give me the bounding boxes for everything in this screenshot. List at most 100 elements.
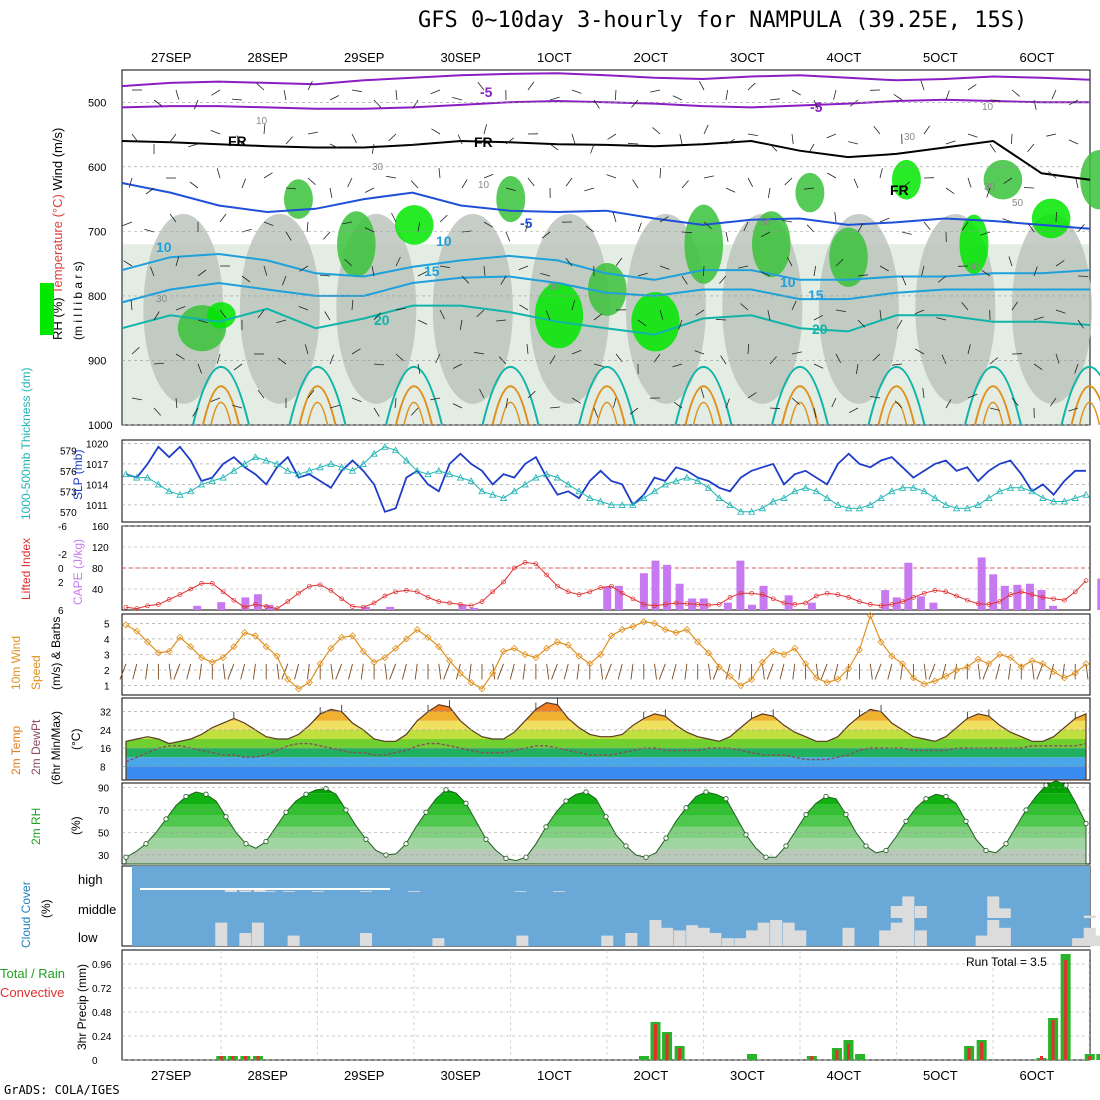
wind-barb bbox=[613, 397, 617, 408]
wind-barb bbox=[431, 128, 441, 135]
precip-conv-bar bbox=[665, 1034, 669, 1060]
rh-marker bbox=[123, 854, 129, 860]
thickness-marker bbox=[974, 501, 982, 508]
wind10-marker bbox=[597, 650, 605, 659]
thickness-marker bbox=[262, 456, 270, 464]
wind-barb bbox=[967, 84, 977, 91]
wind10-marker bbox=[295, 685, 303, 693]
rh-contour-label: 50 bbox=[760, 217, 772, 228]
wind-barb bbox=[769, 407, 781, 410]
cloud-bar-low bbox=[746, 930, 758, 946]
wind-barb bbox=[257, 309, 265, 319]
x-tick-label-top: 27SEP bbox=[151, 50, 191, 65]
lifted-marker bbox=[468, 603, 474, 609]
rh-marker bbox=[363, 836, 369, 842]
lifted-marker bbox=[156, 602, 161, 607]
cape-bar bbox=[1097, 578, 1100, 610]
wind-barb bbox=[565, 257, 573, 267]
cloud-bar-low bbox=[1095, 935, 1100, 946]
precip-conv-bar bbox=[256, 1056, 260, 1060]
cloud-bar-high bbox=[311, 891, 324, 892]
wind-barb bbox=[1069, 99, 1079, 106]
lifted-marker bbox=[242, 604, 248, 610]
cloud-bar-low bbox=[251, 922, 264, 946]
lifted-marker bbox=[339, 596, 345, 602]
thickness-marker bbox=[338, 463, 346, 471]
wind-barb bbox=[827, 172, 837, 179]
cloud-bar-low bbox=[360, 933, 372, 946]
lifted-marker bbox=[220, 589, 226, 595]
cloud-bar-low bbox=[794, 930, 807, 946]
precip-conv-bar bbox=[847, 1044, 850, 1060]
rh-cell bbox=[891, 159, 921, 200]
isotherm-label: -5 bbox=[480, 84, 493, 100]
thickness-marker bbox=[208, 477, 216, 484]
wind-barb bbox=[1077, 319, 1084, 329]
cloud-high-line bbox=[140, 888, 290, 890]
lifted-marker bbox=[371, 600, 377, 606]
rh-marker bbox=[143, 841, 149, 847]
isotherm-label: FR bbox=[228, 133, 247, 149]
wind-barb bbox=[526, 344, 529, 355]
y-tick-label-rh: 50 bbox=[98, 829, 110, 840]
lifted-marker bbox=[576, 592, 582, 597]
rh-contour-label: 10 bbox=[478, 180, 490, 191]
ylabel-wind-2: Speed bbox=[29, 655, 43, 690]
lifted-marker bbox=[738, 590, 744, 596]
wind10-marker bbox=[543, 644, 551, 652]
temp-band bbox=[126, 739, 1086, 749]
wind10-marker bbox=[359, 647, 367, 655]
wind-barb bbox=[989, 99, 1001, 101]
wind-barb bbox=[681, 231, 693, 234]
isotherm-label: 15 bbox=[808, 287, 824, 303]
wind-ylabel: 10m Wind bbox=[9, 636, 23, 690]
lifted-marker bbox=[404, 588, 409, 593]
thickness-marker bbox=[467, 477, 475, 484]
isotherm-label: 20 bbox=[374, 312, 390, 328]
wind-barb bbox=[725, 398, 730, 409]
thickness-marker bbox=[499, 494, 508, 501]
wind10-barb bbox=[600, 663, 604, 680]
ylabel-thickness: 1000-500mb Thickness (dm) bbox=[19, 367, 33, 520]
wind-barb bbox=[285, 187, 297, 190]
lifted-marker bbox=[986, 602, 992, 607]
wind-barb bbox=[1077, 275, 1089, 277]
wind-barb bbox=[219, 309, 227, 319]
wind-barb bbox=[813, 363, 824, 369]
wind-barb bbox=[283, 90, 287, 101]
wind-barb bbox=[760, 271, 771, 277]
ylabel-temp-3: (6hr Min/Max) bbox=[49, 711, 63, 785]
wind10-marker bbox=[920, 680, 928, 688]
rh-marker bbox=[763, 854, 769, 860]
wind-barb bbox=[593, 407, 599, 418]
wind-barb bbox=[175, 89, 180, 100]
isotherm-20-loop bbox=[771, 365, 829, 426]
wind-barb bbox=[571, 133, 576, 144]
cloud-bar-low bbox=[661, 927, 674, 946]
rh-contour-label: 10 bbox=[982, 102, 994, 113]
wind-barb bbox=[981, 269, 991, 277]
wind-barb bbox=[571, 300, 575, 311]
cape-bar bbox=[892, 597, 901, 610]
wind-barb bbox=[329, 187, 333, 198]
rh-marker bbox=[843, 811, 849, 818]
rh-marker bbox=[463, 800, 469, 806]
isotherm-25-loop bbox=[974, 385, 1012, 426]
y-tick-label-pressure: 900 bbox=[88, 355, 106, 367]
wind-barb bbox=[189, 181, 199, 189]
rh-band bbox=[126, 815, 1086, 827]
wind-barb bbox=[304, 344, 309, 355]
y-tick-label-lifted: 2 bbox=[58, 578, 64, 589]
wind-barb bbox=[298, 306, 309, 311]
isotherm-25-loop bbox=[298, 385, 337, 426]
wind-barb bbox=[679, 134, 683, 145]
wind-barb bbox=[408, 143, 419, 146]
thickness-marker bbox=[154, 480, 163, 488]
y-tick-label-precip: 0.24 bbox=[92, 1032, 112, 1043]
wind10-marker bbox=[694, 638, 702, 646]
wind-barb bbox=[216, 353, 221, 364]
wind10-barb bbox=[658, 663, 666, 680]
wind-barb bbox=[439, 309, 445, 320]
wind-barb bbox=[1033, 266, 1038, 277]
x-tick-label-bottom: 27SEP bbox=[151, 1068, 191, 1083]
